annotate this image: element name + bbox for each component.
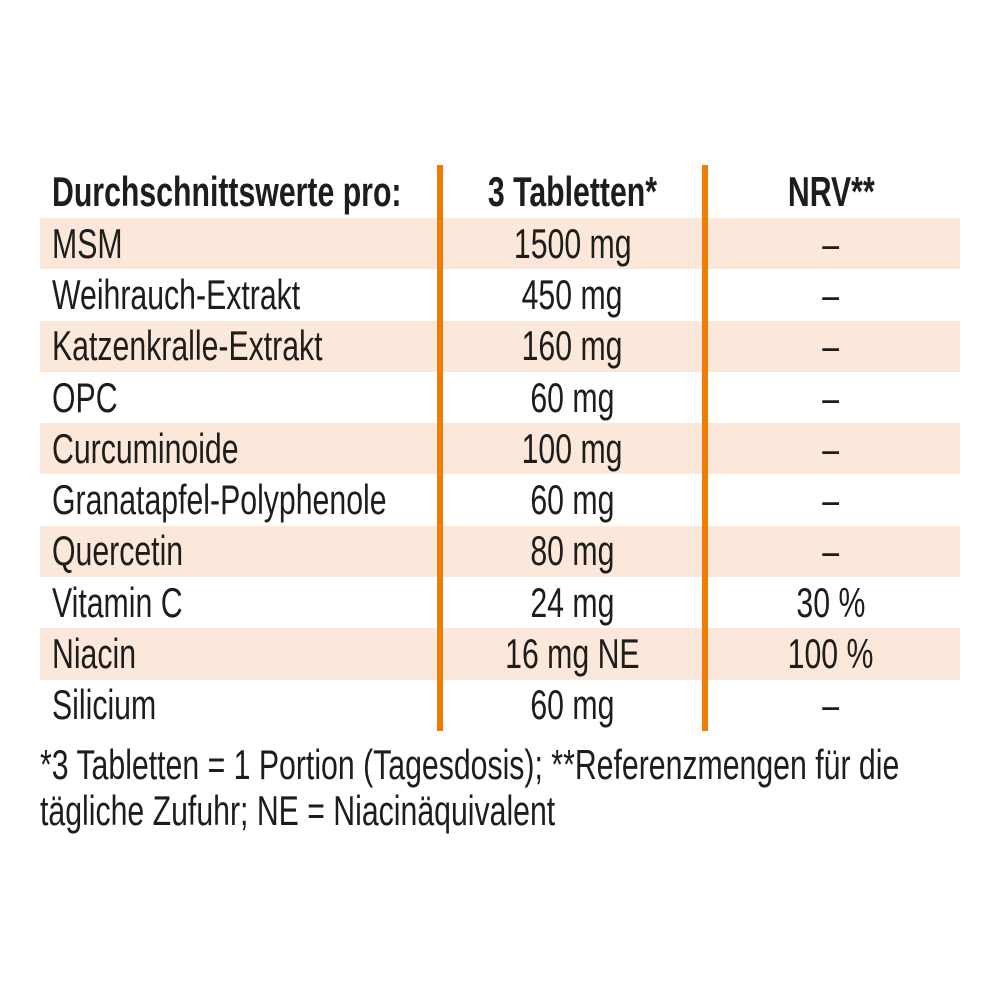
ingredient-nrv: 30 % (796, 578, 866, 626)
ingredient-amount: 1500 mg (513, 219, 632, 267)
cell-name: Niacin (40, 633, 443, 675)
footnote: *3 Tabletten = 1 Portion (Tagesdosis); *… (40, 742, 1000, 834)
header-cell-nrv: NRV** (702, 167, 960, 215)
ingredient-name: OPC (52, 373, 118, 421)
ingredient-nrv: – (822, 527, 840, 575)
cell-amount: 100 mg (443, 424, 702, 472)
cell-name: Weihrauch-Extrakt (40, 270, 443, 318)
table-row: Silicium 60 mg – (40, 680, 960, 731)
table-row: Weihrauch-Extrakt 450 mg – (40, 269, 960, 320)
ingredient-nrv: – (822, 681, 840, 729)
cell-amount: 60 mg (443, 684, 702, 726)
cell-name: OPC (40, 373, 443, 421)
column-divider-line (437, 165, 443, 731)
cell-amount: 60 mg (443, 373, 702, 421)
table-row: Quercetin 80 mg – (40, 525, 960, 578)
cell-name: Vitamin C (40, 578, 443, 626)
ingredient-nrv: – (822, 322, 840, 370)
table-row: Curcuminoide 100 mg – (40, 423, 960, 475)
cell-nrv: – (702, 479, 960, 521)
ingredient-amount: 24 mg (530, 578, 615, 626)
ingredient-amount: 100 mg (522, 424, 623, 472)
ingredient-nrv: – (822, 219, 840, 267)
header-cell-ingredient: Durchschnittswerte pro: (40, 167, 443, 215)
footnote-text: *3 Tabletten = 1 Portion (Tagesdosis); *… (40, 741, 900, 788)
ingredient-nrv: – (822, 270, 840, 318)
nutrition-table: Durchschnittswerte pro: 3 Tabletten* NRV… (40, 165, 960, 731)
ingredient-name: Quercetin (52, 527, 184, 575)
cell-amount: 24 mg (443, 578, 702, 626)
cell-nrv: – (702, 373, 960, 421)
cell-amount: 160 mg (443, 325, 702, 367)
cell-nrv: 30 % (702, 578, 960, 626)
ingredient-name: Vitamin C (52, 578, 183, 626)
header-label-nrv: NRV** (787, 167, 875, 215)
ingredient-amount: 60 mg (530, 476, 615, 524)
cell-nrv: – (702, 424, 960, 472)
ingredient-nrv: – (822, 476, 840, 524)
ingredient-name: MSM (52, 219, 123, 267)
cell-name: Quercetin (40, 530, 443, 572)
cell-name: Granatapfel-Polyphenole (40, 479, 443, 521)
footnote-text: tägliche Zufuhr; NE = Niacinäquivalent (40, 787, 556, 834)
ingredient-name: Niacin (52, 630, 137, 678)
cell-nrv: 100 % (702, 633, 960, 675)
ingredient-amount: 60 mg (530, 373, 615, 421)
cell-nrv: – (702, 530, 960, 572)
cell-amount: 450 mg (443, 270, 702, 318)
ingredient-name: Silicium (52, 681, 157, 729)
table-row: Granatapfel-Polyphenole 60 mg – (40, 474, 960, 525)
ingredient-amount: 60 mg (530, 681, 615, 729)
header-cell-amount: 3 Tabletten* (443, 167, 702, 215)
cell-name: Katzenkralle-Extrakt (40, 325, 443, 367)
ingredient-name: Katzenkralle-Extrakt (52, 322, 323, 370)
cell-name: Silicium (40, 684, 443, 726)
cell-amount: 80 mg (443, 530, 702, 572)
cell-nrv: – (702, 219, 960, 267)
table-row: MSM 1500 mg – (40, 218, 960, 270)
footnote-line-2: tägliche Zufuhr; NE = Niacinäquivalent (40, 788, 1000, 834)
table-row: Niacin 16 mg NE 100 % (40, 628, 960, 680)
header-label-ingredient: Durchschnittswerte pro: (52, 167, 402, 215)
ingredient-amount: 450 mg (522, 270, 623, 318)
ingredient-name: Curcuminoide (52, 424, 239, 472)
ingredient-name: Weihrauch-Extrakt (52, 270, 301, 318)
cell-nrv: – (702, 270, 960, 318)
table-header-row: Durchschnittswerte pro: 3 Tabletten* NRV… (40, 165, 960, 218)
table-row: OPC 60 mg – (40, 372, 960, 423)
cell-nrv: – (702, 684, 960, 726)
header-label-amount: 3 Tabletten* (487, 167, 658, 215)
column-divider-line (702, 165, 708, 731)
ingredient-amount: 16 mg NE (505, 630, 640, 678)
cell-amount: 16 mg NE (443, 633, 702, 675)
ingredient-name: Granatapfel-Polyphenole (52, 476, 387, 524)
cell-amount: 1500 mg (443, 219, 702, 267)
cell-nrv: – (702, 325, 960, 367)
ingredient-amount: 160 mg (522, 322, 623, 370)
ingredient-nrv: – (822, 424, 840, 472)
ingredient-nrv: 100 % (788, 630, 874, 678)
table-row: Katzenkralle-Extrakt 160 mg – (40, 320, 960, 372)
table-row: Vitamin C 24 mg 30 % (40, 577, 960, 628)
cell-name: MSM (40, 219, 443, 267)
footnote-line-1: *3 Tabletten = 1 Portion (Tagesdosis); *… (40, 742, 1000, 788)
ingredient-amount: 80 mg (530, 527, 615, 575)
cell-name: Curcuminoide (40, 424, 443, 472)
cell-amount: 60 mg (443, 479, 702, 521)
ingredient-nrv: – (822, 373, 840, 421)
